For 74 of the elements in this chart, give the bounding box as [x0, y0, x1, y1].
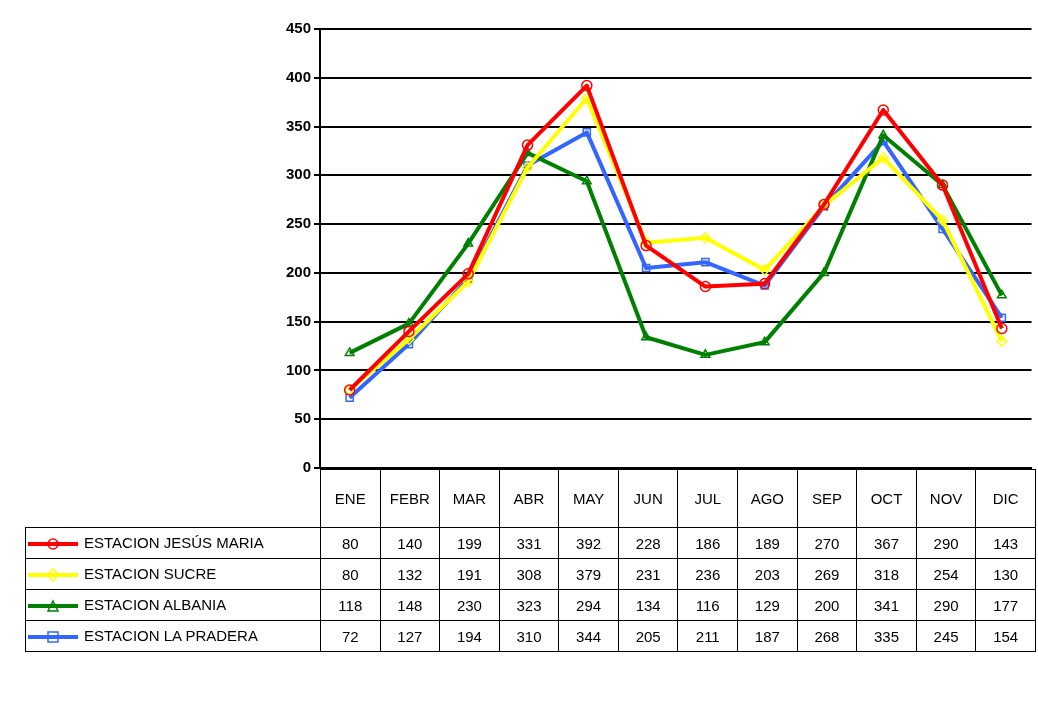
data-label: 310	[499, 620, 559, 652]
data-label: 323	[499, 589, 559, 621]
data-label: 270	[797, 527, 857, 559]
data-label: 290	[916, 589, 976, 621]
x-tick-label: FEBR	[380, 469, 440, 528]
x-tick-label: NOV	[916, 469, 976, 528]
data-label: 134	[618, 589, 678, 621]
data-label: 80	[320, 527, 381, 559]
data-label: 344	[558, 620, 619, 652]
data-label: 211	[677, 620, 738, 652]
x-tick-label: AGO	[737, 469, 798, 528]
y-tick-label: 450	[285, 19, 311, 37]
data-label: 187	[737, 620, 798, 652]
x-tick-label: DIC	[975, 469, 1036, 528]
data-label: 236	[677, 558, 738, 590]
data-label: 116	[677, 589, 738, 621]
data-label: 331	[499, 527, 559, 559]
data-label: 254	[916, 558, 976, 590]
data-label: 269	[797, 558, 857, 590]
data-label: 228	[618, 527, 678, 559]
y-tick-label: 300	[285, 165, 311, 183]
y-tick-label: 0	[302, 458, 311, 476]
y-tick-label: 350	[285, 116, 311, 134]
data-label: 80	[320, 558, 381, 590]
data-label: 318	[856, 558, 917, 590]
data-label: 129	[737, 589, 798, 621]
data-label: 140	[380, 527, 440, 559]
data-label: 290	[916, 527, 976, 559]
data-label: 205	[618, 620, 678, 652]
y-tick-label: 150	[285, 311, 311, 329]
data-label: 118	[320, 589, 381, 621]
data-label: 189	[737, 527, 798, 559]
legend-label: ESTACION JESÚS MARIA	[84, 533, 264, 551]
data-label: 231	[618, 558, 678, 590]
data-label: 132	[380, 558, 440, 590]
legend-label: ESTACION SUCRE	[84, 564, 217, 582]
data-label: 143	[975, 527, 1036, 559]
data-label: 186	[677, 527, 738, 559]
y-tick-label: 50	[294, 409, 311, 427]
x-tick-label: MAY	[558, 469, 619, 528]
data-label: 245	[916, 620, 976, 652]
legend-label: ESTACION LA PRADERA	[84, 626, 258, 644]
y-tick-label: 200	[285, 263, 311, 281]
data-label: 177	[975, 589, 1036, 621]
x-tick-label: JUN	[618, 469, 678, 528]
x-tick-label: ABR	[499, 469, 559, 528]
x-tick-label: OCT	[856, 469, 917, 528]
data-label: 392	[558, 527, 619, 559]
data-label: 379	[558, 558, 619, 590]
data-label: 194	[439, 620, 500, 652]
data-label: 200	[797, 589, 857, 621]
data-label: 268	[797, 620, 857, 652]
data-label: 72	[320, 620, 381, 652]
data-label: 294	[558, 589, 619, 621]
x-tick-label: JUL	[677, 469, 738, 528]
data-label: 130	[975, 558, 1036, 590]
x-tick-label: SEP	[797, 469, 857, 528]
data-label: 308	[499, 558, 559, 590]
data-label: 335	[856, 620, 917, 652]
data-label: 341	[856, 589, 917, 621]
y-tick-label: 100	[285, 360, 311, 378]
x-tick-label: MAR	[439, 469, 500, 528]
y-tick-label: 400	[285, 67, 311, 85]
legend-label: ESTACION ALBANIA	[84, 595, 227, 613]
data-label: 199	[439, 527, 500, 559]
data-label: 203	[737, 558, 798, 590]
data-label: 148	[380, 589, 440, 621]
data-label: 127	[380, 620, 440, 652]
data-label: 191	[439, 558, 500, 590]
data-label: 154	[975, 620, 1036, 652]
y-tick-label: 250	[285, 214, 311, 232]
x-tick-label: ENE	[320, 469, 381, 528]
data-label: 367	[856, 527, 917, 559]
data-label: 230	[439, 589, 500, 621]
